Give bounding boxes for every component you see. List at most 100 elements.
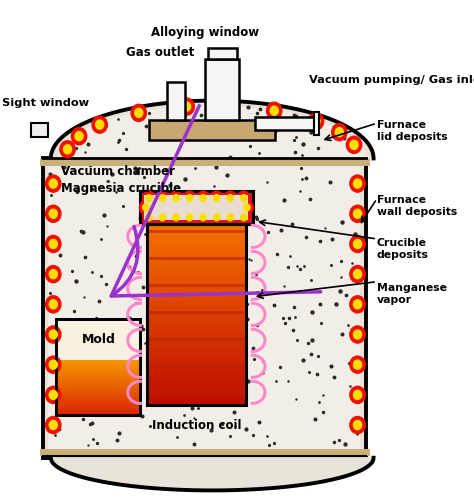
- Bar: [147, 332, 246, 337]
- Bar: [147, 256, 246, 260]
- Bar: [147, 305, 246, 310]
- Circle shape: [183, 210, 196, 224]
- Bar: [147, 319, 246, 323]
- Bar: [147, 260, 246, 265]
- Circle shape: [227, 214, 233, 221]
- Circle shape: [354, 209, 362, 218]
- Circle shape: [354, 330, 362, 339]
- Circle shape: [75, 132, 83, 141]
- Circle shape: [135, 108, 143, 117]
- Bar: [147, 292, 246, 296]
- Circle shape: [241, 214, 247, 221]
- Circle shape: [354, 270, 362, 279]
- Circle shape: [49, 179, 57, 188]
- Bar: [147, 301, 246, 305]
- Circle shape: [156, 191, 169, 205]
- Circle shape: [237, 191, 250, 205]
- Circle shape: [46, 386, 61, 403]
- Bar: [56, 385, 140, 387]
- Bar: [147, 233, 246, 237]
- Bar: [56, 413, 140, 415]
- Bar: [56, 406, 140, 407]
- Bar: [56, 319, 140, 415]
- Bar: [147, 296, 246, 301]
- FancyArrowPatch shape: [111, 106, 321, 296]
- Text: Induction coil: Induction coil: [152, 418, 241, 432]
- Circle shape: [186, 214, 193, 221]
- Circle shape: [350, 356, 365, 373]
- Bar: [147, 278, 246, 283]
- Circle shape: [60, 141, 75, 158]
- Bar: [56, 391, 140, 393]
- Text: Vacuum pumping/ Gas inlet: Vacuum pumping/ Gas inlet: [309, 75, 474, 86]
- Bar: [56, 376, 140, 378]
- Bar: [147, 287, 246, 292]
- Bar: [147, 310, 246, 314]
- Bar: [56, 400, 140, 402]
- Circle shape: [46, 175, 61, 192]
- Circle shape: [335, 128, 344, 137]
- Bar: [56, 409, 140, 411]
- Text: Vacuum chamber: Vacuum chamber: [61, 164, 175, 178]
- Circle shape: [244, 204, 250, 211]
- Circle shape: [241, 195, 247, 202]
- Bar: [147, 378, 246, 382]
- Bar: [56, 395, 140, 396]
- Circle shape: [354, 300, 362, 309]
- Bar: [56, 373, 140, 374]
- Bar: [48, 161, 360, 455]
- Bar: [56, 384, 140, 385]
- Text: Furnace
wall deposits: Furnace wall deposits: [377, 196, 457, 217]
- Bar: [56, 387, 140, 389]
- Bar: [140, 191, 253, 224]
- Circle shape: [170, 210, 182, 224]
- Bar: [56, 404, 140, 406]
- Circle shape: [183, 191, 196, 205]
- Circle shape: [213, 214, 220, 221]
- Bar: [56, 363, 140, 365]
- Bar: [147, 265, 246, 269]
- Bar: [147, 346, 246, 351]
- Polygon shape: [51, 458, 374, 490]
- Circle shape: [237, 210, 250, 224]
- Circle shape: [46, 266, 61, 283]
- Bar: [56, 407, 140, 409]
- Circle shape: [49, 330, 57, 339]
- Circle shape: [179, 98, 194, 115]
- Bar: [255, 117, 314, 130]
- Circle shape: [217, 98, 233, 115]
- Bar: [167, 82, 185, 120]
- Bar: [147, 373, 246, 378]
- Bar: [56, 369, 140, 371]
- Circle shape: [354, 239, 362, 248]
- Circle shape: [96, 120, 104, 129]
- Bar: [43, 158, 365, 458]
- Circle shape: [143, 204, 149, 211]
- Bar: [147, 351, 246, 355]
- Circle shape: [309, 113, 324, 130]
- Bar: [56, 389, 140, 391]
- Circle shape: [200, 214, 206, 221]
- Text: Mold: Mold: [82, 333, 115, 346]
- Text: Manganese
vapor: Manganese vapor: [377, 284, 447, 305]
- Bar: [147, 323, 246, 328]
- Circle shape: [350, 416, 365, 434]
- Circle shape: [350, 326, 365, 343]
- Bar: [205, 59, 239, 120]
- Text: Gas outlet: Gas outlet: [126, 46, 194, 59]
- Circle shape: [354, 390, 362, 399]
- Circle shape: [350, 296, 365, 313]
- Circle shape: [49, 421, 57, 430]
- Circle shape: [173, 195, 179, 202]
- Circle shape: [186, 195, 193, 202]
- Circle shape: [354, 360, 362, 369]
- Circle shape: [266, 102, 282, 119]
- Circle shape: [92, 116, 107, 133]
- Bar: [56, 374, 140, 376]
- Circle shape: [64, 145, 72, 154]
- Circle shape: [312, 117, 320, 126]
- Circle shape: [139, 201, 152, 214]
- Bar: [147, 387, 246, 391]
- Bar: [56, 380, 140, 382]
- Circle shape: [146, 214, 152, 221]
